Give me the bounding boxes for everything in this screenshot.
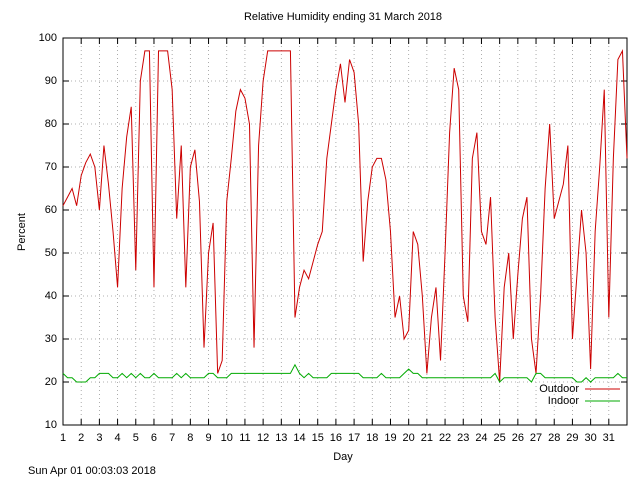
x-tick-label: 15 [312,432,324,444]
x-tick-label: 5 [133,432,139,444]
x-tick-label: 24 [475,432,487,444]
legend-label: Indoor [548,395,580,407]
y-tick-label: 20 [45,376,57,388]
y-tick-label: 90 [45,75,57,87]
x-tick-label: 1 [60,432,66,444]
x-tick-label: 31 [603,432,615,444]
x-tick-label: 18 [366,432,378,444]
y-tick-label: 10 [45,419,57,431]
chart-title: Relative Humidity ending 31 March 2018 [244,11,442,23]
x-tick-label: 6 [151,432,157,444]
x-tick-label: 25 [494,432,506,444]
x-tick-label: 2 [78,432,84,444]
x-tick-label: 11 [239,432,250,444]
x-tick-label: 22 [439,432,451,444]
x-tick-label: 8 [187,432,193,444]
x-tick-label: 26 [512,432,524,444]
x-tick-label: 16 [330,432,342,444]
y-tick-label: 40 [45,290,57,302]
y-tick-label: 70 [45,161,57,173]
x-tick-label: 3 [96,432,102,444]
x-tick-label: 4 [115,432,121,444]
x-tick-label: 20 [403,432,415,444]
legend-label: Outdoor [539,383,579,395]
x-tick-label: 14 [293,432,305,444]
x-axis-label: Day [333,451,353,463]
x-tick-label: 23 [457,432,469,444]
x-tick-label: 27 [530,432,542,444]
data-line [62,363,627,383]
footer: Sun Apr 01 00:03:03 2018 [28,465,156,477]
data-line [62,49,628,383]
x-tick-label: 9 [205,432,211,444]
y-tick-label: 60 [45,204,57,216]
plot-border [62,37,628,426]
x-tick-label: 21 [421,432,433,444]
x-tick-label: 7 [169,432,175,444]
x-tick-label: 29 [566,432,578,444]
y-tick-label: 80 [45,118,57,130]
y-tick-label: 50 [45,247,57,259]
y-tick-label: 100 [39,32,57,44]
x-tick-label: 19 [384,432,396,444]
x-tick-label: 30 [584,432,596,444]
x-tick-label: 10 [221,432,233,444]
x-tick-label: 28 [548,432,560,444]
y-tick-label: 30 [45,333,57,345]
x-tick-label: 13 [275,432,287,444]
y-axis-label: Percent [16,213,28,251]
x-tick-label: 17 [348,432,360,444]
x-tick-label: 12 [257,432,269,444]
